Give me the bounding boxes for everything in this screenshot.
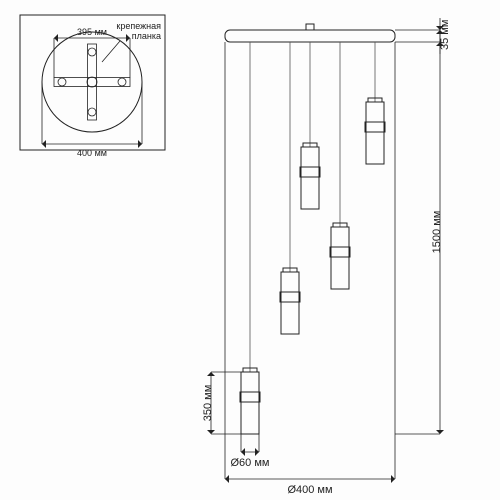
canopy-top-view	[42, 32, 142, 132]
pendant-body	[366, 102, 384, 164]
pendant-body	[301, 147, 319, 209]
pendant-body	[281, 272, 299, 334]
canopy-side	[225, 30, 395, 42]
pendant-height-dim: 350 мм	[202, 385, 214, 422]
pendant-body	[241, 372, 259, 434]
screw-hole	[58, 78, 66, 86]
inset-base-dim: 400 мм	[77, 148, 107, 158]
pendant-dia-dim: Ø60 мм	[231, 457, 270, 469]
screw-hole	[88, 108, 96, 116]
total-height-dim: 1500 мм	[431, 211, 443, 254]
bracket-label-1: крепежная	[116, 21, 161, 31]
diagram-canvas: 395 мм крепежнаяпланка 400 мм 35 мм 1500 мм 3…	[0, 0, 500, 500]
pendant-ring	[280, 292, 300, 302]
inset-bracket-dim: 395 мм	[77, 27, 107, 37]
pendant-ring	[300, 167, 320, 177]
screw-hole	[118, 78, 126, 86]
pendant-body	[331, 227, 349, 289]
screw-hole	[88, 48, 96, 56]
pendant-ring	[330, 247, 350, 257]
pendant-ring	[240, 392, 260, 402]
canopy-dia-dim: Ø400 мм	[287, 484, 332, 496]
canopy-height-dim: 35 мм	[439, 20, 451, 50]
bracket-label-2: планка	[132, 31, 161, 41]
pendant-ring	[365, 122, 385, 132]
